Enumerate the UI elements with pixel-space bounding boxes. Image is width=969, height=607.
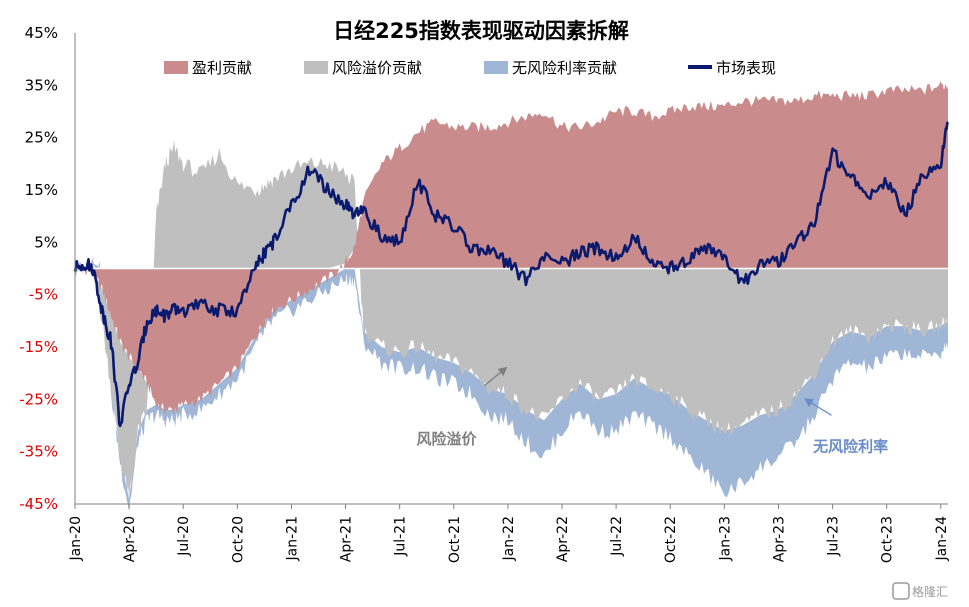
annotation-arrow xyxy=(803,398,832,416)
x-tick-label: Jan-20 xyxy=(68,516,84,561)
annotations: 风险溢价 无风险利率 xyxy=(417,366,888,456)
line-series-market xyxy=(73,121,950,428)
y-tick-label: -45% xyxy=(19,495,58,513)
x-tick-label: Oct-20 xyxy=(230,516,246,563)
x-tick-label: Jul-20 xyxy=(176,516,192,557)
watermark: 格隆汇 xyxy=(892,582,948,600)
y-tick-label: 25% xyxy=(25,129,58,147)
annotation-label: 无风险利率 xyxy=(812,438,888,456)
y-tick-label: 15% xyxy=(25,181,58,199)
legend-item: 市场表现 xyxy=(688,59,776,77)
y-tick-label: -25% xyxy=(19,390,58,408)
legend-label-earnings: 盈利贡献 xyxy=(192,59,252,77)
y-tick-label: -5% xyxy=(29,286,58,304)
area-series-risk-free-rate xyxy=(75,261,948,511)
x-tick-label: Jan-24 xyxy=(934,516,950,562)
legend-swatch-earnings xyxy=(164,61,188,74)
legend-item: 风险溢价贡献 xyxy=(304,59,422,77)
x-tick-label: Jul-23 xyxy=(826,516,842,557)
legend-item: 无风险利率贡献 xyxy=(484,59,617,77)
legend-item: 盈利贡献 xyxy=(164,59,252,77)
chart-title: 日经225指数表现驱动因素拆解 xyxy=(333,19,629,43)
x-tick-label: Apr-21 xyxy=(339,516,355,562)
x-tick-label: Apr-23 xyxy=(771,516,787,562)
y-tick-label: 45% xyxy=(25,24,58,42)
legend-label-risk-free-rate: 无风险利率贡献 xyxy=(512,59,617,77)
x-tick-label: Jan-21 xyxy=(284,516,300,561)
x-tick-label: Oct-22 xyxy=(663,516,679,563)
x-tick-label: Jul-21 xyxy=(393,516,409,557)
y-tick-label: 5% xyxy=(34,233,58,251)
annotation-arrow xyxy=(483,366,508,387)
watermark-logo-icon xyxy=(892,582,910,600)
y-tick-label: -15% xyxy=(19,338,58,356)
watermark-text: 格隆汇 xyxy=(912,584,948,599)
y-tick-label: 35% xyxy=(25,76,58,94)
axes: 45% 35% 25% 15% 5% -5% -15% -25% -35% -45% Jan-20 A… xyxy=(19,24,950,563)
x-tick-label: Jan-22 xyxy=(501,516,517,561)
legend-swatch-risk-premium xyxy=(304,61,328,74)
area-series-risk-premium xyxy=(75,140,948,497)
x-tick-label: Apr-20 xyxy=(122,516,138,562)
annotation-label: 风险溢价 xyxy=(417,430,478,448)
legend-label-risk-premium: 风险溢价贡献 xyxy=(332,59,422,77)
area-series-earnings xyxy=(75,81,948,415)
plot-area xyxy=(73,81,950,511)
y-tick-label: -35% xyxy=(19,443,58,461)
x-tick-label: Oct-23 xyxy=(880,516,896,563)
x-tick-label: Jul-22 xyxy=(609,516,625,557)
legend: 盈利贡献 风险溢价贡献 无风险利率贡献 市场表现 xyxy=(164,59,776,77)
legend-label-market: 市场表现 xyxy=(716,59,776,77)
legend-swatch-risk-free-rate xyxy=(484,61,508,74)
x-tick-label: Oct-21 xyxy=(447,516,463,563)
x-tick-label: Apr-22 xyxy=(555,516,571,562)
x-tick-label: Jan-23 xyxy=(717,516,733,561)
